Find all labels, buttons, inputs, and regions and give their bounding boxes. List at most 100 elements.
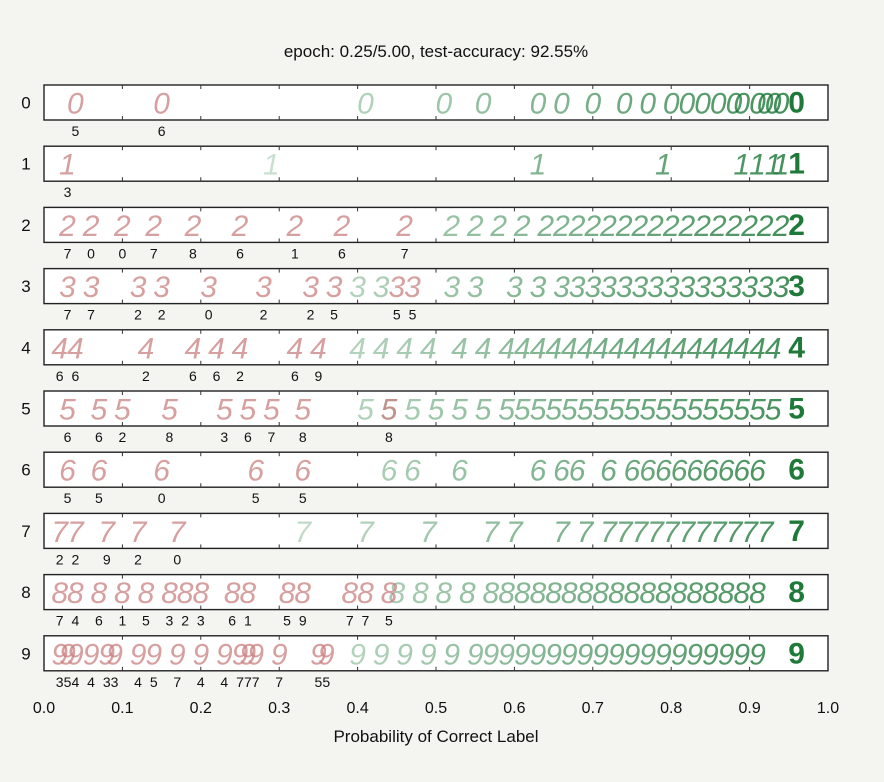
correct-sample: 3 bbox=[694, 271, 711, 304]
correct-sample: 3 bbox=[647, 271, 664, 304]
misclassified-sample: 3 bbox=[59, 271, 76, 304]
misclassified-sample: 2 bbox=[333, 210, 351, 243]
correct-sample: 0 bbox=[475, 88, 492, 121]
correct-sample: 5 bbox=[514, 394, 531, 427]
correct-sample: 2 bbox=[536, 210, 554, 243]
correct-sample: 9 bbox=[608, 638, 625, 671]
misclassified-sample: 4 bbox=[208, 332, 225, 365]
correct-sample: 6 bbox=[553, 455, 570, 488]
row-digit-3: 3 3 3 3 3 3 3 333333333333333337373232303232353… bbox=[21, 267, 829, 323]
predicted-label: 2 bbox=[142, 368, 150, 384]
predicted-label: 1 bbox=[244, 613, 252, 629]
predicted-label: 1 bbox=[291, 245, 299, 261]
correct-sample: 9 bbox=[467, 638, 484, 671]
predicted-label: 0 bbox=[205, 307, 213, 323]
row-label: 5 bbox=[21, 400, 30, 419]
misclassified-sample: 7 bbox=[130, 516, 148, 549]
predicted-label: 9 bbox=[315, 368, 323, 384]
row-label: 7 bbox=[21, 522, 30, 541]
misclassified-sample: 7 bbox=[51, 516, 69, 549]
correct-sample: 0 bbox=[553, 88, 570, 121]
predicted-label: 2 bbox=[119, 429, 127, 445]
predicted-label: 2 bbox=[158, 307, 166, 323]
predicted-label: 5 bbox=[385, 613, 393, 629]
predicted-label: 5 bbox=[71, 123, 79, 139]
predicted-label: 2 bbox=[260, 307, 268, 323]
correct-sample: 8 bbox=[624, 577, 641, 610]
correct-sample: 3 bbox=[631, 271, 648, 304]
predicted-label: 6 bbox=[95, 613, 103, 629]
correct-sample: 8 bbox=[749, 577, 766, 610]
x-tick-label: 0.7 bbox=[582, 700, 604, 717]
correct-sample: 2 bbox=[646, 210, 664, 243]
correct-sample: 5 bbox=[577, 394, 594, 427]
row-label: 0 bbox=[21, 94, 30, 113]
correct-sample: 8 bbox=[435, 577, 452, 610]
correct-sample: 5 bbox=[475, 394, 492, 427]
correct-sample: 8 bbox=[577, 577, 594, 610]
correct-sample: 8 bbox=[545, 577, 562, 610]
correct-sample: 8 bbox=[733, 577, 750, 610]
correct-sample: 2 bbox=[693, 210, 711, 243]
misclassified-sample: 2 bbox=[231, 210, 249, 243]
misclassified-sample: 9 bbox=[247, 638, 264, 671]
correct-sample: 9 bbox=[592, 638, 609, 671]
correct-sample: 4 bbox=[718, 332, 735, 365]
correct-sample: 5 bbox=[702, 394, 719, 427]
row-label: 8 bbox=[21, 583, 30, 602]
correct-sample: 9 bbox=[577, 638, 594, 671]
misclassified-sample: 9 bbox=[130, 638, 147, 671]
correct-sample: 6 bbox=[530, 455, 547, 488]
misclassified-sample: 9 bbox=[239, 638, 256, 671]
correct-sample: 0 bbox=[773, 88, 790, 121]
predicted-label: 6 bbox=[64, 429, 72, 445]
correct-sample: 9 bbox=[686, 638, 703, 671]
correct-sample: 5 bbox=[765, 394, 782, 427]
misclassified-sample: 8 bbox=[279, 577, 296, 610]
predicted-label: 7 bbox=[244, 674, 252, 690]
correct-sample: 3 bbox=[600, 271, 617, 304]
misclassified-sample: 2 bbox=[82, 210, 100, 243]
predicted-label: 8 bbox=[166, 429, 174, 445]
correct-sample: 6 bbox=[733, 455, 750, 488]
row-box bbox=[43, 573, 829, 611]
correct-sample: 7 bbox=[694, 516, 712, 549]
row-label: 3 bbox=[21, 277, 30, 296]
predicted-label: 7 bbox=[173, 674, 181, 690]
correct-sample: 4 bbox=[639, 332, 656, 365]
misclassified-sample: 7 bbox=[98, 516, 116, 549]
misclassified-sample: 8 bbox=[51, 577, 68, 610]
correct-sample: 3 bbox=[710, 271, 727, 304]
misclassified-sample: 3 bbox=[302, 271, 319, 304]
correct-sample: 4 bbox=[749, 332, 766, 365]
correct-sample: 5 bbox=[686, 394, 703, 427]
misclassified-sample: 8 bbox=[177, 577, 194, 610]
correct-sample: 0 bbox=[616, 88, 633, 121]
correct-sample: 6 bbox=[671, 455, 688, 488]
misclassified-sample: 9 bbox=[98, 638, 115, 671]
misclassified-sample: 9 bbox=[145, 638, 162, 671]
correct-sample: 0 bbox=[726, 88, 743, 121]
correct-sample: 6 bbox=[404, 455, 421, 488]
row-box bbox=[43, 512, 829, 550]
correct-sample: 1 bbox=[765, 149, 782, 182]
misclassified-sample: 8 bbox=[341, 577, 358, 610]
correct-sample: 9 bbox=[749, 638, 766, 671]
correct-sample: 4 bbox=[545, 332, 562, 365]
row-box bbox=[43, 206, 829, 244]
correct-sample: 5 bbox=[530, 394, 547, 427]
correct-sample: 9 bbox=[349, 638, 366, 671]
misclassified-sample: 9 bbox=[192, 638, 209, 671]
predicted-label: 4 bbox=[220, 674, 228, 690]
correct-sample: 5 bbox=[733, 394, 750, 427]
correct-sample: 2 bbox=[442, 210, 460, 243]
misclassified-sample: 9 bbox=[232, 638, 249, 671]
correct-sample: 6 bbox=[624, 455, 641, 488]
misclassified-sample: 8 bbox=[381, 577, 398, 610]
correct-sample: 8 bbox=[592, 577, 609, 610]
correct-sample: 8 bbox=[561, 577, 578, 610]
predicted-label: 5 bbox=[322, 674, 330, 690]
misclassified-sample: 3 bbox=[130, 271, 147, 304]
correct-sample: 8 bbox=[639, 577, 656, 610]
